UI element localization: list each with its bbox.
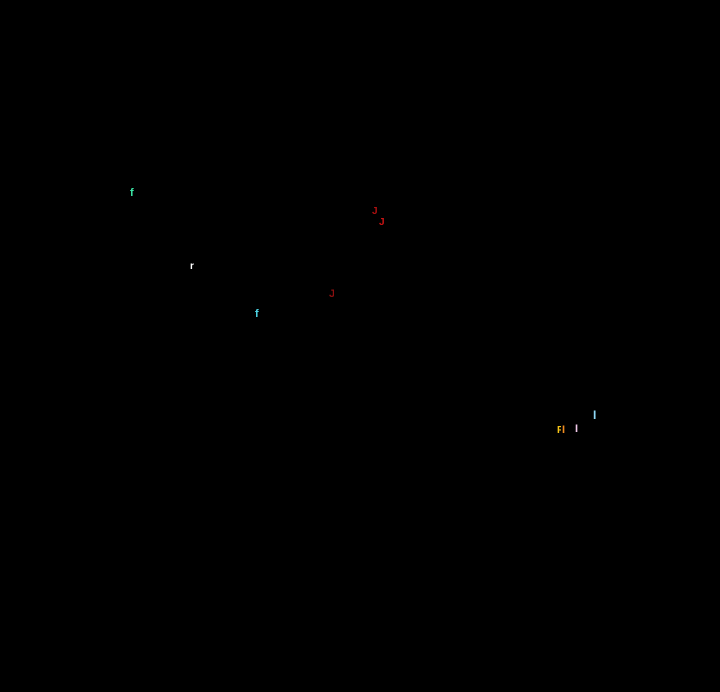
fragment-yellow: F bbox=[557, 426, 561, 435]
fragment-red-upper: J bbox=[372, 207, 377, 217]
fragment-pink: I bbox=[575, 424, 579, 434]
fragment-darkred: J bbox=[329, 289, 334, 299]
fragment-green: f bbox=[130, 188, 134, 199]
fragment-lightblue: I bbox=[593, 409, 597, 420]
fragment-cyan: f bbox=[255, 309, 259, 319]
fragment-orange: I bbox=[562, 425, 566, 435]
fragment-red-upper-two: J bbox=[379, 218, 384, 228]
fragment-white: r bbox=[190, 262, 194, 271]
